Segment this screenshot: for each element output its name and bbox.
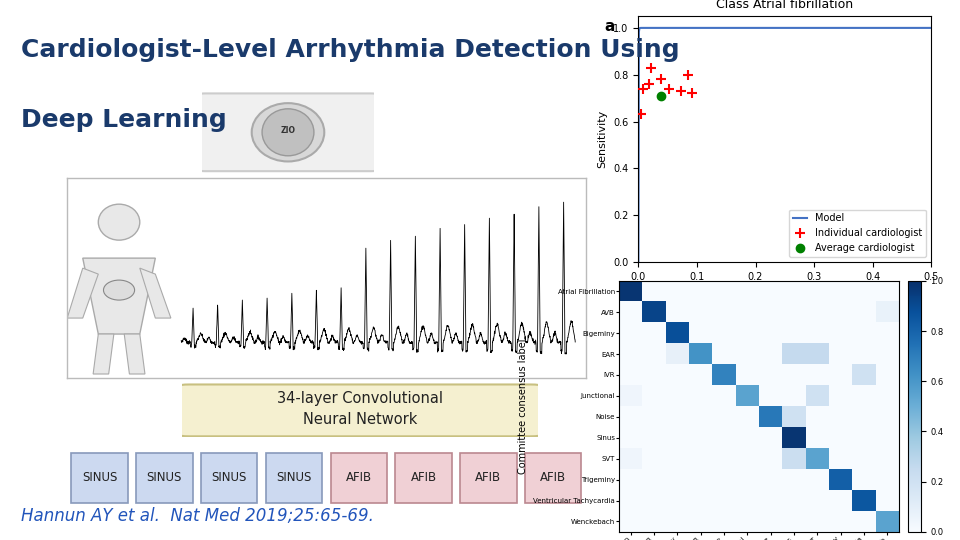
Ellipse shape [252, 103, 324, 161]
Text: SINUS: SINUS [276, 471, 312, 484]
Text: ZIO: ZIO [280, 126, 296, 135]
Text: Cardiologist-Level Arrhythmia Detection Using: Cardiologist-Level Arrhythmia Detection … [21, 38, 680, 62]
Polygon shape [67, 268, 98, 318]
Y-axis label: Committee consensus label: Committee consensus label [517, 339, 528, 474]
Text: AFIB: AFIB [346, 471, 372, 484]
Y-axis label: Sensitivity: Sensitivity [598, 110, 608, 168]
FancyBboxPatch shape [266, 453, 323, 503]
Text: SINUS: SINUS [147, 471, 182, 484]
Polygon shape [93, 334, 114, 374]
Text: a: a [605, 19, 615, 34]
Text: Deep Learning: Deep Learning [21, 108, 227, 132]
Text: AFIB: AFIB [411, 471, 437, 484]
X-axis label: 1 – Specificity: 1 – Specificity [746, 287, 824, 297]
FancyBboxPatch shape [195, 93, 381, 171]
Text: SINUS: SINUS [82, 471, 117, 484]
FancyBboxPatch shape [525, 453, 582, 503]
Polygon shape [140, 268, 171, 318]
FancyBboxPatch shape [201, 453, 257, 503]
FancyBboxPatch shape [179, 384, 541, 436]
Text: 34-layer Convolutional
Neural Network: 34-layer Convolutional Neural Network [277, 392, 443, 427]
FancyBboxPatch shape [460, 453, 516, 503]
Text: AFIB: AFIB [475, 471, 501, 484]
Text: Hannun AY et al.  Nat Med 2019;25:65-69.: Hannun AY et al. Nat Med 2019;25:65-69. [21, 507, 374, 525]
Title: Class Atrial fibrillation: Class Atrial fibrillation [716, 0, 853, 11]
Legend: Model, Individual cardiologist, Average cardiologist: Model, Individual cardiologist, Average … [789, 210, 926, 257]
Ellipse shape [104, 280, 134, 300]
Polygon shape [83, 258, 156, 334]
FancyBboxPatch shape [396, 453, 452, 503]
FancyBboxPatch shape [136, 453, 193, 503]
Ellipse shape [262, 109, 314, 156]
Polygon shape [124, 334, 145, 374]
FancyBboxPatch shape [71, 453, 128, 503]
Ellipse shape [98, 204, 140, 240]
Text: SINUS: SINUS [211, 471, 247, 484]
FancyBboxPatch shape [330, 453, 387, 503]
Text: AFIB: AFIB [540, 471, 566, 484]
